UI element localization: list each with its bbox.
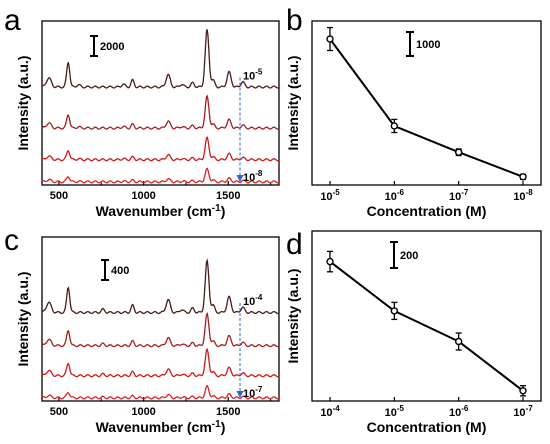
scale-bar-label-a: 2000 — [100, 41, 124, 53]
spectrum-a-3 — [41, 167, 280, 184]
x-tick-label-d-1: 10-5 — [385, 404, 405, 419]
panel-d: d Intensity (a.u.) 200 10-4 10-5 10-6 10-7 Conc… — [285, 228, 542, 435]
panel-label-a: a — [4, 4, 21, 37]
panel-label-b: b — [286, 4, 303, 37]
arrow-head-a — [236, 175, 244, 182]
x-axis-title-d: Concentration (M) — [367, 419, 487, 435]
x-tick-label-b-2: 10-7 — [449, 188, 469, 203]
spectrum-c-3 — [41, 384, 280, 400]
data-point-d-0 — [326, 257, 334, 266]
panel-b: b Intensity (a.u.) 1000 10-5 10-6 10-7 10-8 Con… — [285, 4, 542, 219]
scale-bar-label-b: 1000 — [416, 39, 440, 51]
plot-frame-b — [311, 20, 542, 186]
plot-frame-c — [41, 236, 280, 402]
series-tag-bottom-c: 10-7 — [243, 385, 263, 400]
scale-bar-label-c: 400 — [111, 265, 129, 277]
x-tick-label-b-1: 10-6 — [385, 188, 405, 203]
data-point-b-1 — [390, 122, 399, 130]
trend-line-b — [329, 38, 524, 178]
panel-label-c: c — [4, 224, 19, 257]
x-tick-label-b-0: 10-5 — [320, 188, 340, 203]
scale-bar-label-d: 200 — [400, 250, 418, 262]
data-point-d-2 — [454, 337, 463, 346]
panel-label-d: d — [286, 228, 303, 261]
x-tick-label-d-3: 10-7 — [513, 404, 533, 419]
x-tick-label-b-3: 10-8 — [513, 188, 533, 203]
trend-line-d — [329, 260, 524, 392]
panel-c: c Intensity (a.u.) 400 500 1000 1500Wavenumbe… — [4, 224, 280, 435]
data-point-d-3 — [519, 387, 527, 395]
data-point-d-1 — [390, 307, 399, 315]
arrow-head-c — [236, 391, 244, 398]
data-point-b-3 — [519, 173, 527, 181]
spectrum-a-0 — [41, 29, 280, 89]
x-tick-label-d-2: 10-6 — [449, 404, 469, 419]
y-axis-title-c: Intensity (a.u.) — [15, 272, 31, 367]
x-tick-label-a-1: 1000 — [131, 190, 155, 202]
data-point-b-2 — [454, 148, 463, 156]
x-axis-title-b: Concentration (M) — [367, 203, 487, 219]
series-tag-top-a: 10-5 — [243, 68, 263, 83]
x-axis-title-a: Wavenumber (cm-1) — [96, 203, 226, 219]
x-tick-label-d-0: 10-4 — [320, 404, 340, 419]
spectrum-a-1 — [41, 94, 280, 130]
spectrum-a-2 — [41, 136, 280, 162]
panel-a: a Intensity (a.u.) 2000 500 1000 1500Wavenumb… — [4, 4, 280, 219]
y-axis-title-a: Intensity (a.u.) — [15, 56, 31, 151]
plot-frame-a — [41, 20, 280, 186]
x-tick-label-c-2: 1500 — [216, 406, 240, 418]
x-tick-label-a-0: 500 — [50, 190, 68, 202]
y-axis-title-b: Intensity (a.u.) — [285, 56, 301, 151]
plot-frame-d — [311, 230, 542, 402]
data-point-b-0 — [326, 35, 334, 43]
y-axis-title-d: Intensity (a.u.) — [285, 269, 301, 364]
series-tag-top-c: 10-4 — [243, 293, 263, 308]
x-tick-label-c-1: 1000 — [131, 406, 155, 418]
spectrum-c-2 — [41, 347, 280, 378]
x-tick-label-a-2: 1500 — [216, 190, 240, 202]
spectrum-c-0 — [41, 258, 280, 315]
spectrum-c-1 — [41, 311, 280, 348]
x-axis-title-c: Wavenumber (cm-1) — [96, 419, 226, 435]
x-tick-label-c-0: 500 — [50, 406, 68, 418]
series-tag-bottom-a: 10-8 — [243, 169, 263, 184]
